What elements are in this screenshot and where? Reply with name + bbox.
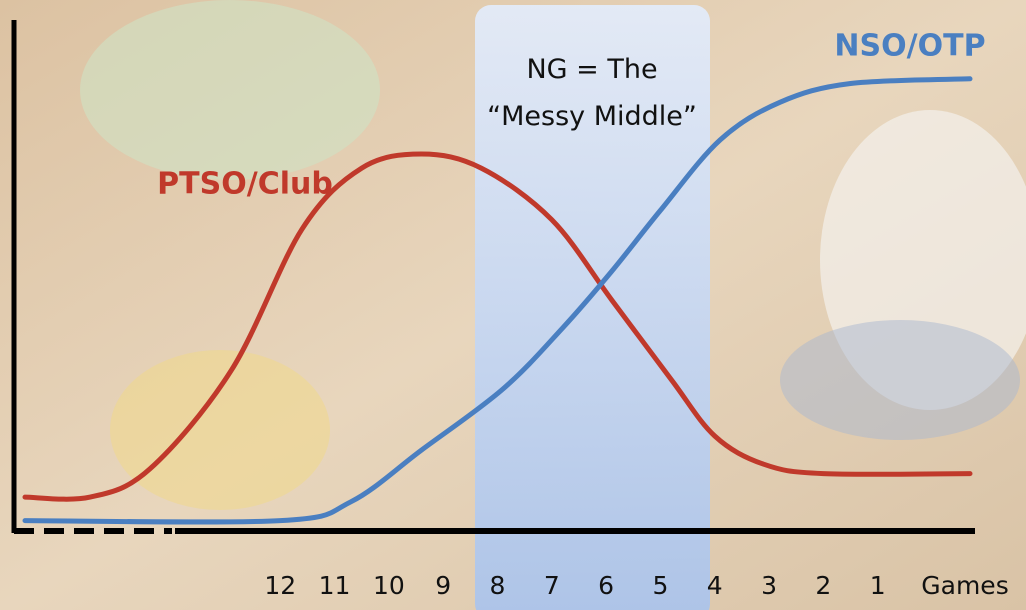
- x-tick-label: 11: [319, 571, 351, 600]
- annotation: NG = The: [526, 54, 657, 85]
- series-line: [22, 76, 973, 525]
- photo-shape: [780, 320, 1020, 440]
- x-tick-label: 9: [435, 571, 451, 600]
- series-label: NSO/OTP: [834, 29, 985, 64]
- x-tick-label: 1: [870, 571, 886, 600]
- series-label: PTSO/Club: [157, 167, 333, 202]
- photo-shape: [110, 350, 330, 510]
- x-axis-label: Games: [921, 571, 1008, 600]
- annotation: “Messy Middle”: [487, 101, 697, 132]
- x-tick-label: 12: [264, 571, 296, 600]
- series-line: [22, 151, 973, 502]
- x-tick-label: 7: [544, 571, 560, 600]
- x-tick-label: 2: [815, 571, 831, 600]
- x-tick-label: 10: [373, 571, 405, 600]
- x-tick-label: 5: [652, 571, 668, 600]
- messy-middle-band: [475, 5, 710, 610]
- photo-shape: [80, 0, 380, 180]
- x-tick-label: 4: [707, 571, 723, 600]
- x-tick-label: 8: [490, 571, 506, 600]
- x-tick-label: 6: [598, 571, 614, 600]
- x-tick-label: 3: [761, 571, 777, 600]
